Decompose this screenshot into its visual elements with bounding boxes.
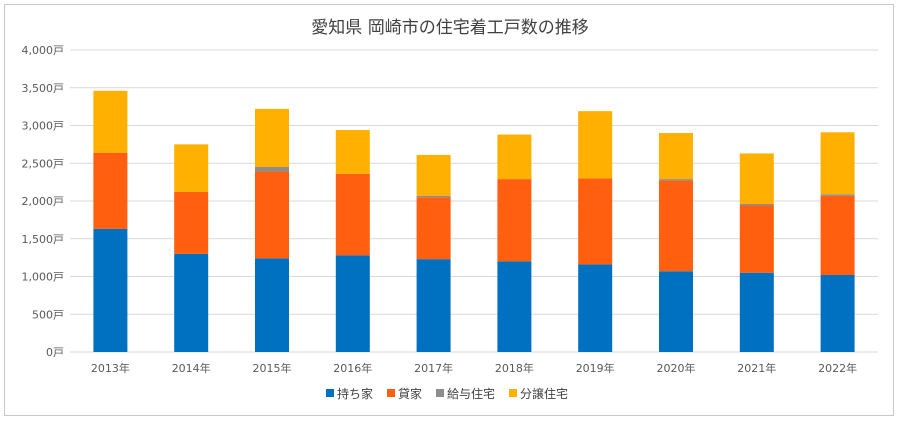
legend-item: 給与住宅	[436, 386, 495, 401]
bar-segment	[174, 144, 209, 192]
bar-segment	[497, 179, 532, 262]
x-tick-label: 2015年	[253, 361, 292, 375]
bar-segment	[659, 271, 693, 352]
legend-label: 給与住宅	[447, 386, 495, 401]
y-tick-label: 0戸	[46, 346, 64, 359]
bar-segment	[93, 228, 128, 352]
bar-segment	[255, 171, 289, 259]
x-tick-label: 2014年	[172, 361, 211, 375]
legend-label: 貸家	[398, 386, 422, 401]
y-tick-label: 1,000戸	[22, 271, 65, 284]
bar-segment	[93, 90, 128, 153]
bar-segment	[578, 178, 613, 265]
bar-segment	[820, 132, 855, 195]
bar-segment	[497, 134, 532, 180]
chart-svg: 愛知県 岡崎市の住宅着工戸数の推移 0戸 500戸 1,000戸 1,500戸 2,00…	[22, 18, 878, 401]
x-tick-label: 2017年	[414, 361, 453, 375]
bar-segment	[578, 264, 613, 352]
legend: 持ち家 貸家 給与住宅 分譲住宅	[326, 386, 568, 401]
chart-frame: 愛知県 岡崎市の住宅着工戸数の推移 0戸 500戸 1,000戸 1,500戸 2,00…	[4, 4, 894, 416]
bar-segment	[659, 179, 693, 181]
bar-segment	[659, 133, 693, 180]
y-axis-ticks: 0戸 500戸 1,000戸 1,500戸 2,000戸 2,500戸 3,000戸 3,50…	[22, 44, 65, 359]
x-axis-ticks: 2013年 2014年 2015年 2016年 2017年 2018年 2019年 2020年…	[91, 361, 857, 375]
legend-item: 貸家	[387, 386, 422, 401]
bar-segment	[255, 258, 289, 352]
x-tick-label: 2021年	[737, 361, 776, 375]
bar-segment	[416, 197, 451, 260]
y-tick-label: 500戸	[32, 308, 64, 321]
y-tick-label: 2,000戸	[22, 195, 65, 208]
bar-segment	[820, 195, 855, 275]
bar-segment	[174, 253, 209, 352]
bar-segment	[497, 261, 532, 352]
x-tick-label: 2013年	[91, 361, 130, 375]
y-tick-label: 3,000戸	[22, 120, 65, 133]
bar-segment	[416, 259, 451, 352]
bar-segment	[174, 191, 209, 254]
y-tick-label: 2,500戸	[22, 157, 65, 170]
bar-segment	[335, 255, 370, 352]
bar-segment	[335, 130, 370, 174]
bar-segment	[93, 152, 128, 229]
y-tick-label: 3,500戸	[22, 82, 65, 95]
legend-swatch	[436, 389, 445, 397]
bar-segment	[416, 195, 451, 198]
x-tick-label: 2020年	[657, 361, 696, 375]
legend-swatch	[509, 389, 518, 397]
x-tick-label: 2018年	[495, 361, 534, 375]
bar-segment	[416, 154, 451, 196]
bar-segment	[255, 108, 289, 168]
bar-segment	[739, 204, 774, 206]
bar-segment	[820, 274, 855, 352]
legend-swatch	[326, 389, 334, 397]
y-tick-label: 1,500戸	[22, 233, 65, 246]
bar-segment	[739, 205, 774, 273]
bar-segment	[335, 173, 370, 256]
bar-layer	[93, 90, 855, 352]
x-tick-label: 2019年	[576, 361, 615, 375]
x-tick-label: 2022年	[818, 361, 857, 375]
bar-segment	[255, 167, 289, 172]
chart-title: 愛知県 岡崎市の住宅着工戸数の推移	[311, 18, 588, 38]
legend-swatch	[387, 389, 396, 397]
legend-label: 分譲住宅	[520, 386, 568, 401]
y-tick-label: 4,000戸	[22, 44, 65, 57]
bar-segment	[578, 111, 613, 179]
bar-segment	[739, 153, 774, 205]
bar-segment	[739, 272, 774, 352]
legend-label: 持ち家	[337, 386, 373, 401]
x-tick-label: 2016年	[333, 361, 372, 375]
bar-segment	[659, 180, 693, 272]
bar-segment	[820, 194, 855, 196]
legend-item: 分譲住宅	[509, 386, 568, 401]
legend-item: 持ち家	[326, 386, 373, 401]
